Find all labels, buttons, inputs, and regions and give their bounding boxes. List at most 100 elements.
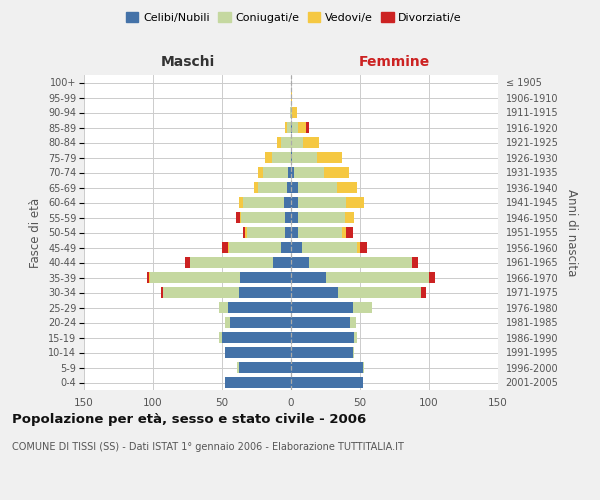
Bar xyxy=(286,212,291,224)
Bar xyxy=(291,256,309,268)
Bar xyxy=(291,346,355,358)
Bar xyxy=(291,242,360,254)
Bar xyxy=(291,332,357,344)
Bar xyxy=(291,346,353,358)
Text: Popolazione per età, sesso e stato civile - 2006: Popolazione per età, sesso e stato civil… xyxy=(12,412,366,426)
Bar xyxy=(227,302,291,314)
Bar xyxy=(291,256,418,268)
Bar xyxy=(291,376,363,388)
Bar xyxy=(219,332,291,344)
Bar xyxy=(225,376,291,388)
Bar xyxy=(291,182,337,194)
Bar xyxy=(291,242,367,254)
Bar xyxy=(291,196,346,208)
Bar xyxy=(291,152,292,164)
Bar xyxy=(291,316,356,328)
Bar xyxy=(291,302,353,314)
Bar xyxy=(291,196,364,208)
Bar xyxy=(291,196,298,208)
Bar xyxy=(291,152,342,164)
Bar xyxy=(291,136,319,148)
Bar xyxy=(291,316,356,328)
Bar xyxy=(265,152,291,164)
Bar xyxy=(240,272,291,283)
Bar xyxy=(291,152,342,164)
Bar xyxy=(229,242,291,254)
Bar xyxy=(240,212,291,224)
Bar xyxy=(291,136,319,148)
Bar xyxy=(258,182,291,194)
Bar xyxy=(291,242,357,254)
Bar xyxy=(291,212,355,224)
Bar xyxy=(291,226,342,238)
Bar xyxy=(291,376,363,388)
Bar xyxy=(284,196,291,208)
Bar xyxy=(290,106,291,118)
Bar xyxy=(281,136,291,148)
Text: COMUNE DI TISSI (SS) - Dati ISTAT 1° gennaio 2006 - Elaborazione TUTTITALIA.IT: COMUNE DI TISSI (SS) - Dati ISTAT 1° gen… xyxy=(12,442,404,452)
Bar xyxy=(258,166,291,178)
Text: Femmine: Femmine xyxy=(359,55,430,69)
Bar xyxy=(291,152,317,164)
Bar xyxy=(291,166,349,178)
Bar xyxy=(291,166,349,178)
Bar xyxy=(291,256,412,268)
Bar xyxy=(258,166,291,178)
Bar xyxy=(225,376,291,388)
Bar xyxy=(163,286,291,298)
Bar xyxy=(242,226,291,238)
Bar xyxy=(291,196,364,208)
Bar xyxy=(237,362,291,374)
Bar xyxy=(291,212,298,224)
Bar xyxy=(163,286,291,298)
Bar xyxy=(291,286,421,298)
Bar xyxy=(219,302,291,314)
Bar xyxy=(291,242,302,254)
Bar xyxy=(222,332,291,344)
Bar xyxy=(239,286,291,298)
Bar xyxy=(291,272,429,283)
Bar xyxy=(277,136,291,148)
Bar xyxy=(291,122,309,134)
Bar xyxy=(219,302,291,314)
Bar xyxy=(219,332,291,344)
Bar xyxy=(254,182,291,194)
Bar xyxy=(185,256,291,268)
Bar xyxy=(254,182,291,194)
Bar xyxy=(291,92,292,104)
Bar xyxy=(291,256,412,268)
Bar xyxy=(291,166,294,178)
Bar xyxy=(225,346,291,358)
Bar xyxy=(291,226,298,238)
Bar xyxy=(239,196,291,208)
Bar xyxy=(225,316,291,328)
Bar xyxy=(265,152,291,164)
Bar xyxy=(291,362,364,374)
Bar xyxy=(263,166,291,178)
Bar xyxy=(190,256,291,268)
Bar xyxy=(225,346,291,358)
Bar xyxy=(291,346,355,358)
Bar xyxy=(291,286,426,298)
Bar xyxy=(227,242,291,254)
Bar xyxy=(225,376,291,388)
Bar xyxy=(225,376,291,388)
Bar xyxy=(288,166,291,178)
Y-axis label: Anni di nascita: Anni di nascita xyxy=(565,189,578,276)
Y-axis label: Fasce di età: Fasce di età xyxy=(29,198,43,268)
Text: Maschi: Maschi xyxy=(160,55,215,69)
Bar xyxy=(148,272,291,283)
Bar xyxy=(291,362,363,374)
Bar xyxy=(230,316,291,328)
Bar xyxy=(291,376,363,388)
Bar xyxy=(247,226,291,238)
Bar xyxy=(291,362,364,374)
Bar xyxy=(219,332,291,344)
Bar xyxy=(291,346,355,358)
Bar xyxy=(291,302,373,314)
Bar xyxy=(291,212,355,224)
Bar xyxy=(291,212,345,224)
Bar xyxy=(286,226,291,238)
Bar xyxy=(291,226,353,238)
Bar xyxy=(286,122,291,134)
